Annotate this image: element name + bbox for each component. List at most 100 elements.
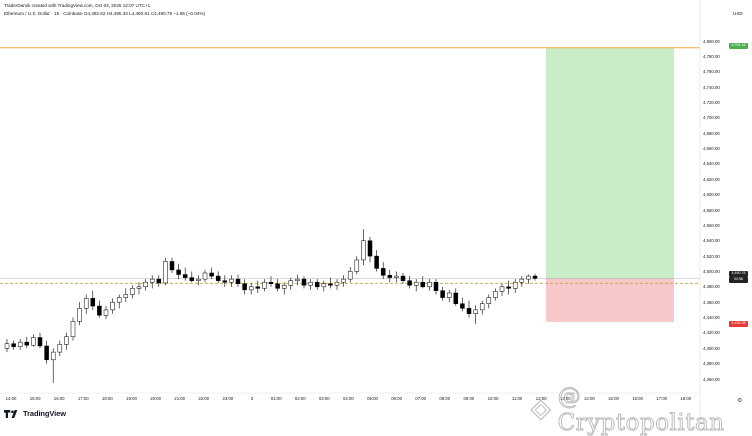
price-tick: 4,760.00 bbox=[703, 69, 720, 75]
candle-body bbox=[374, 255, 379, 269]
last-price-badge: 4,490.78 bbox=[729, 271, 748, 277]
time-tick: 04:00 bbox=[343, 396, 354, 401]
price-chart[interactable] bbox=[0, 0, 752, 423]
candle-body bbox=[407, 280, 412, 286]
loss-zone bbox=[546, 278, 674, 322]
candle-body bbox=[31, 337, 36, 346]
price-tick: 4,720.00 bbox=[703, 99, 720, 105]
price-tick: 4,480.00 bbox=[703, 284, 720, 290]
gear-icon[interactable]: ⚙ bbox=[737, 398, 743, 404]
price-tick: 4,740.00 bbox=[703, 84, 720, 90]
candle-body bbox=[413, 281, 419, 286]
candle-body bbox=[163, 261, 168, 284]
candle-body bbox=[526, 275, 531, 280]
currency-label[interactable]: USD bbox=[733, 11, 743, 16]
candle-body bbox=[321, 283, 327, 288]
time-tick: 06:00 bbox=[391, 396, 402, 401]
candle-body bbox=[182, 274, 188, 278]
candle-body bbox=[24, 341, 30, 346]
price-tick: 4,800.00 bbox=[703, 38, 720, 44]
countdown-badge: 02:56 bbox=[729, 277, 748, 283]
candle-body bbox=[486, 297, 492, 304]
price-tick: 4,460.00 bbox=[703, 299, 720, 305]
symbol-legend[interactable]: Ethereum / U.S. Dollar · 15 · Coinbase O… bbox=[4, 11, 205, 16]
candle-body bbox=[37, 337, 43, 347]
candle-body bbox=[453, 292, 459, 304]
candle-body bbox=[11, 343, 16, 347]
candle-body bbox=[196, 278, 201, 281]
candle-body bbox=[242, 283, 247, 291]
candle-body bbox=[433, 281, 439, 291]
candle-body bbox=[301, 278, 307, 286]
candle-body bbox=[255, 286, 261, 289]
candle-body bbox=[295, 278, 300, 281]
cryptopolitan-watermark: @ Cryptopolitan bbox=[530, 384, 752, 436]
time-tick: 17:00 bbox=[656, 396, 668, 401]
candle-body bbox=[328, 283, 333, 286]
candle-body bbox=[440, 290, 445, 298]
price-tick: 4,440.00 bbox=[703, 315, 720, 321]
price-tick: 4,540.00 bbox=[703, 238, 720, 244]
candle-body bbox=[341, 278, 346, 283]
time-tick: 23:00 bbox=[222, 396, 234, 401]
time-tick: 17:00 bbox=[77, 396, 89, 401]
candle-body bbox=[130, 288, 135, 295]
candle-body bbox=[83, 298, 89, 309]
candle-body bbox=[169, 261, 175, 271]
price-tick: 4,560.00 bbox=[703, 222, 720, 228]
candle-body bbox=[156, 278, 162, 284]
candle-body bbox=[420, 281, 426, 288]
price-tick: 4,700.00 bbox=[703, 115, 720, 121]
price-tick: 4,420.00 bbox=[703, 330, 720, 336]
candle-body bbox=[380, 268, 386, 276]
price-tick: 4,400.00 bbox=[703, 345, 720, 351]
candle-body bbox=[281, 285, 287, 289]
time-tick: 15:00 bbox=[29, 396, 41, 401]
cryptopolitan-logo-icon bbox=[530, 399, 552, 421]
candle-body bbox=[427, 281, 432, 288]
candle-body bbox=[97, 305, 102, 316]
price-tick: 4,780.00 bbox=[703, 53, 720, 59]
candle-body bbox=[77, 308, 82, 322]
time-tick: 16:00 bbox=[632, 396, 643, 401]
price-tick: 4,580.00 bbox=[703, 207, 720, 213]
price-tick: 4,660.00 bbox=[703, 146, 720, 152]
candle-body bbox=[202, 272, 208, 280]
candle-body bbox=[512, 281, 518, 289]
candle-body bbox=[110, 301, 115, 311]
candle-body bbox=[314, 281, 320, 288]
time-tick: 03:00 bbox=[318, 396, 330, 401]
tradingview-logo[interactable]: TradingView bbox=[4, 409, 66, 418]
price-tick: 4,520.00 bbox=[703, 253, 720, 259]
candle-body bbox=[235, 278, 241, 284]
candle-body bbox=[50, 351, 56, 361]
tradingview-logo-icon bbox=[4, 409, 18, 418]
time-tick: 20:00 bbox=[150, 396, 161, 401]
time-tick: 07:00 bbox=[415, 396, 427, 401]
candle-body bbox=[123, 294, 129, 298]
stop-price-badge: 4,434.38 bbox=[729, 321, 748, 327]
candle-body bbox=[493, 291, 498, 298]
time-tick: 09:00 bbox=[463, 396, 475, 401]
candle-body bbox=[308, 281, 313, 286]
profit-zone bbox=[546, 47, 674, 279]
candle-body bbox=[57, 344, 63, 353]
candle-body bbox=[354, 259, 360, 272]
price-tick: 4,620.00 bbox=[703, 176, 720, 182]
time-tick: 11:00 bbox=[511, 396, 523, 401]
candle-body bbox=[361, 240, 366, 261]
price-tick: 4,380.00 bbox=[703, 361, 720, 367]
candle-body bbox=[334, 281, 340, 286]
candle-body bbox=[262, 281, 267, 289]
time-tick: 15:00 bbox=[608, 396, 619, 401]
candle-body bbox=[394, 275, 399, 278]
price-tick: 4,500.00 bbox=[703, 268, 720, 274]
candle-body bbox=[116, 297, 122, 303]
time-tick: 13:00 bbox=[559, 396, 571, 401]
time-tick: 14:00 bbox=[5, 396, 17, 401]
candle-body bbox=[473, 309, 478, 314]
candle-body bbox=[367, 240, 373, 257]
candle-body bbox=[532, 275, 538, 279]
time-tick: 18:00 bbox=[102, 396, 113, 401]
target-price-badge: 4,791.18 bbox=[729, 43, 748, 49]
